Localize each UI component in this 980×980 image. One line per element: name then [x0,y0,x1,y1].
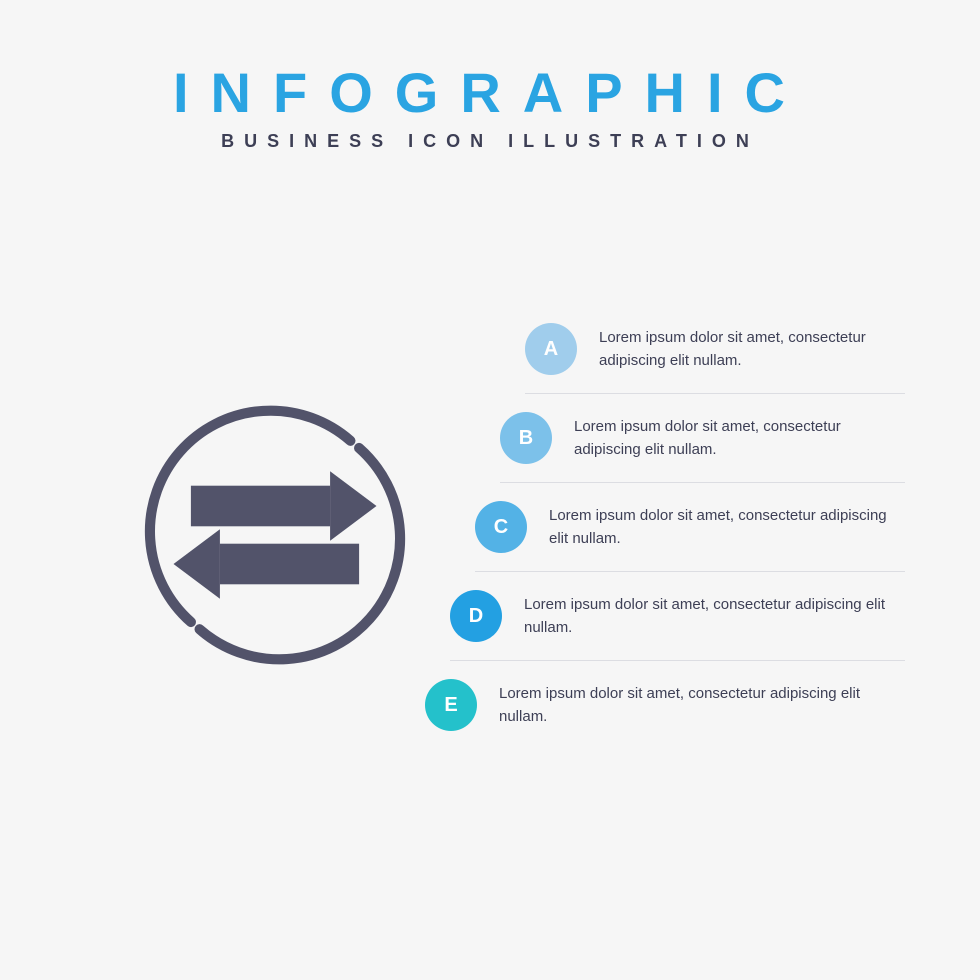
page-subtitle: BUSINESS ICON ILLUSTRATION [0,131,980,152]
step-bullet-c: C [475,501,527,553]
exchange-arrows-icon [130,390,420,680]
list-item: E Lorem ipsum dolor sit amet, consectetu… [425,661,905,749]
list-item: C Lorem ipsum dolor sit amet, consectetu… [475,483,905,572]
page-title: INFOGRAPHIC [0,60,980,125]
list-item: D Lorem ipsum dolor sit amet, consectetu… [450,572,905,661]
step-text: Lorem ipsum dolor sit amet, consectetur … [524,593,905,640]
step-bullet-a: A [525,323,577,375]
step-text: Lorem ipsum dolor sit amet, consectetur … [499,682,905,729]
header: INFOGRAPHIC BUSINESS ICON ILLUSTRATION [0,60,980,152]
steps-list: A Lorem ipsum dolor sit amet, consectetu… [425,305,905,749]
step-text: Lorem ipsum dolor sit amet, consectetur … [549,504,905,551]
list-item: A Lorem ipsum dolor sit amet, consectetu… [525,305,905,394]
step-text: Lorem ipsum dolor sit amet, consectetur … [574,415,905,462]
step-bullet-d: D [450,590,502,642]
step-bullet-b: B [500,412,552,464]
step-bullet-e: E [425,679,477,731]
step-text: Lorem ipsum dolor sit amet, consectetur … [599,326,905,373]
list-item: B Lorem ipsum dolor sit amet, consectetu… [500,394,905,483]
